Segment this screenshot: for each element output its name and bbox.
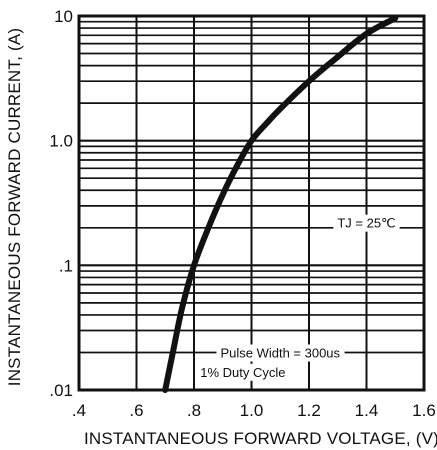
x-tick-label: 1.6 <box>412 401 436 420</box>
annotation-label: Pulse Width = 300us <box>220 345 340 360</box>
x-tick-label: 1.4 <box>355 401 379 420</box>
annotation-label: TJ = 25℃ <box>337 216 395 231</box>
x-tick-label: 1.0 <box>240 401 264 420</box>
tick-labels: .4 .6 .8 1.0 1.2 1.4 1.6 .01 .1 1.0 10 <box>49 7 435 420</box>
x-tick-label: .6 <box>129 401 143 420</box>
y-tick-label: 10 <box>54 7 73 26</box>
y-tick-label: .01 <box>49 381 73 400</box>
annotation-background <box>196 363 290 381</box>
series-line <box>162 15 399 393</box>
x-tick-label: 1.2 <box>297 401 321 420</box>
y-tick-label: 1.0 <box>49 132 73 151</box>
annotation-background <box>216 344 345 362</box>
plot-frame <box>77 14 426 392</box>
y-tick-label: .1 <box>59 256 73 275</box>
x-tick-label: .8 <box>187 401 201 420</box>
annotations: TJ = 25℃ Pulse Width = 300us 1% Duty Cycle <box>196 214 400 381</box>
annotation-background <box>333 214 400 232</box>
x-tick-label: .4 <box>72 401 86 420</box>
annotation-label: 1% Duty Cycle <box>200 365 285 380</box>
grid <box>79 16 424 390</box>
y-axis-label: INSTANTANEOUS FORWARD CURRENT, (A) <box>5 28 24 386</box>
x-axis-label: INSTANTANEOUS FORWARD VOLTAGE, (V) <box>84 429 437 448</box>
